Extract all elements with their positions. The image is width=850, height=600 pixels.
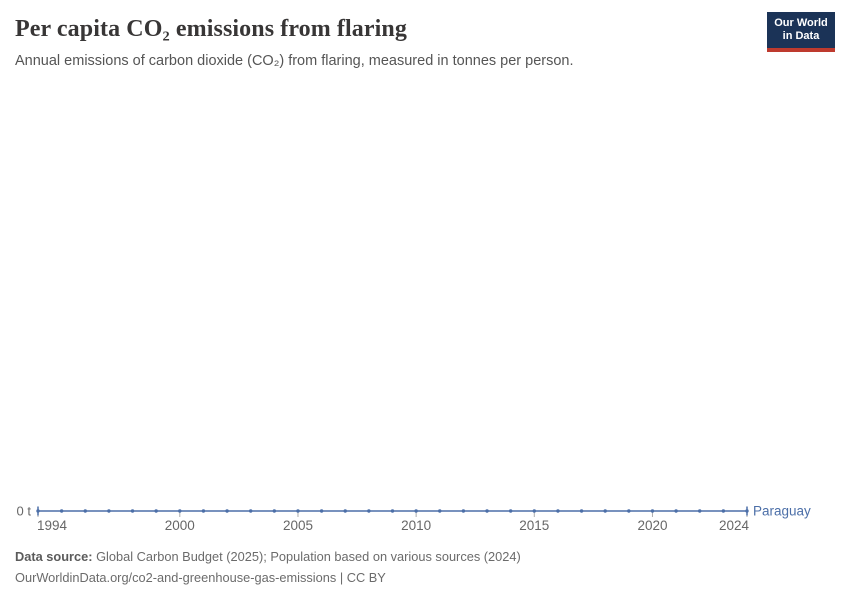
x-axis-tick-label: 1994 bbox=[37, 518, 68, 533]
data-point[interactable] bbox=[83, 509, 87, 513]
data-point[interactable] bbox=[154, 509, 158, 513]
data-point[interactable] bbox=[698, 509, 702, 513]
y-axis-zero-label: 0 t bbox=[17, 504, 32, 519]
owid-logo[interactable]: Our World in Data bbox=[767, 12, 835, 52]
chart-footer: Data source: Global Carbon Budget (2025)… bbox=[15, 546, 835, 588]
data-point[interactable] bbox=[532, 509, 536, 513]
data-point[interactable] bbox=[556, 509, 560, 513]
x-axis-tick-label: 2010 bbox=[401, 518, 431, 533]
data-point[interactable] bbox=[390, 509, 395, 513]
data-point[interactable] bbox=[438, 509, 442, 513]
data-point[interactable] bbox=[367, 509, 371, 513]
page-title: Per capita CO₂ emissions from flaring bbox=[15, 16, 407, 42]
data-point[interactable] bbox=[414, 509, 418, 513]
owid-logo-line1: Our World bbox=[774, 17, 828, 29]
data-point[interactable] bbox=[721, 509, 726, 513]
data-point[interactable] bbox=[627, 509, 631, 513]
x-axis-tick-label: 2000 bbox=[165, 518, 195, 533]
data-point[interactable] bbox=[508, 509, 513, 513]
license-line: OurWorldinData.org/co2-and-greenhouse-ga… bbox=[15, 570, 386, 585]
data-source-label: Data source: bbox=[15, 549, 93, 564]
data-point[interactable] bbox=[272, 509, 277, 513]
data-point[interactable] bbox=[59, 509, 64, 513]
data-source-text: Global Carbon Budget (2025); Population … bbox=[92, 549, 521, 564]
data-point[interactable] bbox=[579, 509, 584, 513]
data-point[interactable] bbox=[343, 509, 347, 513]
entity-label[interactable]: Paraguay bbox=[753, 504, 811, 519]
data-point[interactable] bbox=[650, 509, 655, 513]
data-point[interactable] bbox=[249, 509, 253, 513]
data-point[interactable] bbox=[461, 509, 466, 513]
x-axis-tick-label: 2015 bbox=[519, 518, 549, 533]
data-point[interactable] bbox=[485, 509, 489, 513]
x-axis-tick-label: 2024 bbox=[719, 518, 750, 533]
owid-logo-line2: in Data bbox=[782, 30, 820, 42]
chart-header: Per capita CO₂ emissions from flaring An… bbox=[15, 14, 740, 71]
data-source-line: Data source: Global Carbon Budget (2025)… bbox=[15, 546, 835, 567]
data-point[interactable] bbox=[107, 509, 111, 513]
data-point[interactable] bbox=[201, 509, 206, 513]
data-point[interactable] bbox=[296, 509, 300, 513]
data-point[interactable] bbox=[674, 509, 678, 513]
data-point[interactable] bbox=[178, 509, 182, 513]
data-point[interactable] bbox=[319, 509, 324, 513]
x-axis-tick-label: 2020 bbox=[637, 518, 667, 533]
data-point[interactable] bbox=[36, 509, 40, 513]
data-point[interactable] bbox=[130, 509, 135, 513]
x-axis-tick-label: 2005 bbox=[283, 518, 313, 533]
data-point[interactable] bbox=[225, 509, 229, 513]
data-point[interactable] bbox=[603, 509, 607, 513]
data-point[interactable] bbox=[745, 509, 749, 513]
chart-subtitle: Annual emissions of carbon dioxide (CO₂)… bbox=[15, 53, 574, 69]
